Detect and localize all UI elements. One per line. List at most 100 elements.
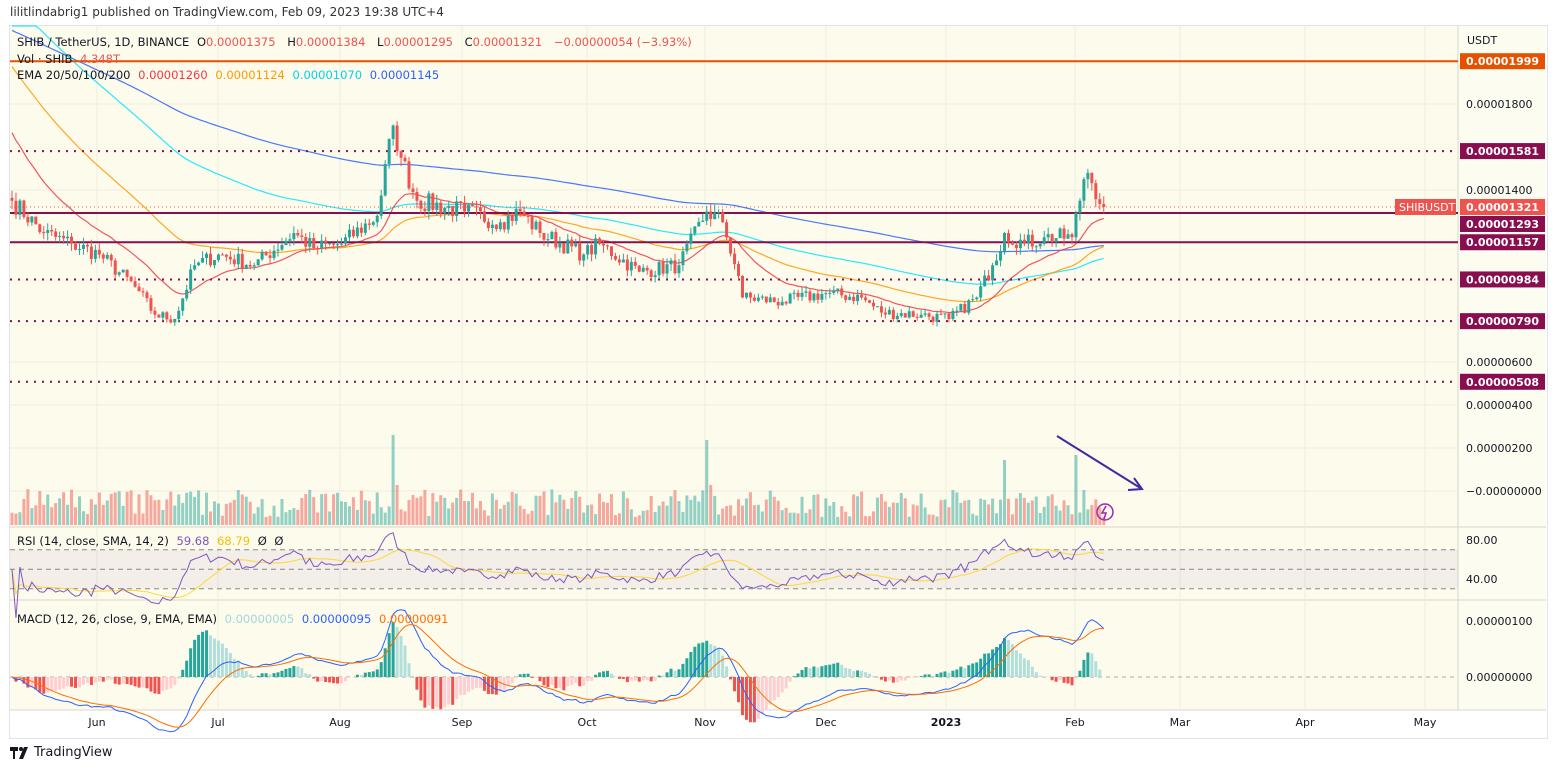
volume-bar [756,504,760,525]
volume-bar [411,495,415,525]
volume-bar [212,501,216,525]
candle-body [1042,237,1046,244]
volume-bar [1078,512,1082,525]
volume-bar [10,512,14,525]
candle-body [486,221,490,228]
macd-histogram-bar [542,677,546,686]
candle-body [629,261,633,271]
macd-histogram-bar [133,677,137,687]
volume-bar [153,500,157,525]
volume-bar [506,501,510,525]
volume-bar [113,492,117,525]
candle-body [10,197,14,201]
rsi-label[interactable]: RSI (14, close, SMA, 14, 2) [17,534,169,548]
volume-label[interactable]: Vol · SHIB [17,52,73,66]
candle-body [1046,234,1050,238]
volume-bar [1074,455,1078,525]
volume-bar [1094,499,1098,525]
volume-bar [590,504,594,525]
time-tick-label: Sep [452,716,473,729]
rsi-ma-value: 68.79 [217,534,251,548]
volume-value: 4.348T [80,52,121,66]
volume-bar [232,499,236,525]
symbol-tag [1395,198,1456,215]
volume-bar [332,494,336,525]
level-price-label: 0.00000790 [1466,315,1539,328]
volume-bar [709,485,713,525]
volume-bar [693,495,697,525]
candle-body [1003,233,1006,252]
candle-body [351,229,355,237]
macd-histogram-bar [748,677,752,723]
macd-histogram-bar [46,677,50,693]
volume-bar [272,505,276,525]
time-tick-label: Apr [1295,716,1315,729]
candle-body [590,245,594,255]
volume-bar [85,514,89,525]
macd-histogram-bar [879,677,883,680]
volume-bar [343,501,347,525]
macd-histogram-bar [828,664,832,677]
macd-histogram-bar [244,671,248,677]
candle-body [276,249,280,251]
volume-bar [705,440,709,525]
candle-body [740,276,744,298]
candle-body [117,272,121,275]
ema-label[interactable]: EMA 20/50/100/200 [17,68,131,82]
macd-line [11,609,1105,733]
volume-bar [30,508,34,525]
macd-histogram-bar [145,677,149,689]
volume-bar [1006,498,1010,525]
rsi-legend: RSI (14, close, SMA, 14, 2) 59.68 68.79 … [17,534,287,548]
candle-body [395,125,399,152]
tradingview-logo[interactable]: TradingView [10,745,113,760]
volume-bar [764,499,768,525]
macd-histogram-bar [943,671,947,677]
candle-body [776,301,780,306]
macd-histogram-bar [312,677,316,679]
candle-body [641,267,645,272]
time-tick-label: Mar [1170,716,1191,729]
candle-body [34,216,38,225]
macd-histogram-bar [971,663,975,677]
level-price-label: 0.00001999 [1466,55,1539,68]
candle-body [435,202,439,210]
published-caption: lilitlindabrig1 published on TradingView… [10,5,444,19]
macd-histogram-bar [1010,644,1014,677]
candle-body [1062,228,1066,239]
macd-histogram-bar [931,675,935,677]
candle-body [216,254,220,261]
macd-histogram-bar [562,677,566,691]
volume-bar [415,497,419,525]
volume-bar [879,494,883,525]
candle-body [967,300,971,313]
macd-histogram-bar [1018,653,1022,677]
close-value: 0.00001321 [472,35,543,49]
macd-histogram-bar [93,677,97,683]
macd-histogram-bar [1070,677,1074,686]
ema50-line [11,66,1104,303]
volume-bar [737,499,741,525]
macd-histogram-bar [598,672,602,677]
candle-body [467,205,471,212]
candle-body [669,260,673,265]
candle-body [292,233,296,240]
level-price-label: 0.00000984 [1466,273,1539,286]
macd-histogram-bar [649,677,653,682]
macd-histogram-bar [220,643,224,677]
symbol-title[interactable]: SHIB / TetherUS, 1D, BINANCE [17,35,190,49]
macd-histogram-bar [451,677,455,705]
macd-label[interactable]: MACD (12, 26, close, 9, EMA, EMA) [17,612,217,626]
candle-body [875,306,879,308]
volume-bar [633,516,637,525]
candle-body [133,281,137,287]
volume-bar [820,516,824,525]
time-tick-label: Jun [87,716,105,729]
macd-histogram-bar [439,677,443,710]
candle-body [494,224,498,230]
volume-bar [498,508,502,525]
macd-legend: MACD (12, 26, close, 9, EMA, EMA) 0.0000… [17,612,453,626]
volume-bar [399,509,403,525]
volume-bar [478,501,482,525]
